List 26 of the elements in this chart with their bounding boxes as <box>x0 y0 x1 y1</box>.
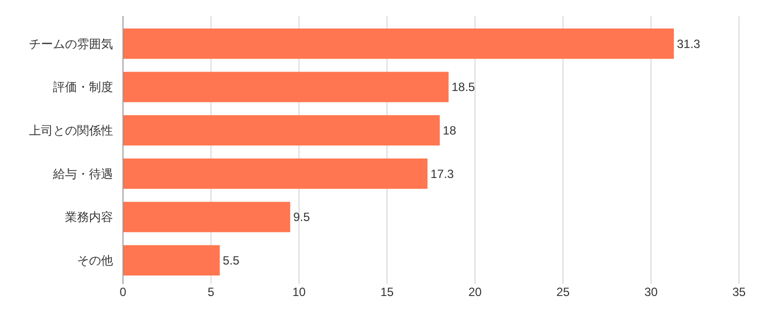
bar <box>123 202 290 232</box>
data-label: 17.3 <box>430 166 454 181</box>
y-tick-label: 上司との関係性 <box>29 124 113 138</box>
y-tick-label: 評価・制度 <box>53 80 113 94</box>
x-tick-label: 15 <box>380 285 394 299</box>
x-tick-label: 20 <box>468 285 482 299</box>
x-tick-label: 35 <box>732 285 746 299</box>
data-label: 18.5 <box>452 80 476 94</box>
x-tick-label: 25 <box>556 285 570 299</box>
bar <box>123 158 428 189</box>
y-tick-label: その他 <box>77 254 113 268</box>
bar <box>123 28 674 59</box>
data-label: 18 <box>442 124 456 138</box>
y-tick-label: チームの雰囲気 <box>29 36 113 51</box>
data-label: 5.5 <box>222 254 240 268</box>
bar <box>123 115 440 146</box>
data-label: 9.5 <box>293 210 310 224</box>
y-tick-label: 業務内容 <box>65 210 113 224</box>
data-label: 31.3 <box>676 36 701 51</box>
x-tick-label: 0 <box>120 285 127 299</box>
y-tick-label: 給与・待遇 <box>52 166 113 181</box>
bar <box>123 245 220 276</box>
x-tick-label: 10 <box>292 285 306 299</box>
bar <box>123 72 449 102</box>
x-tick-label: 5 <box>208 285 215 299</box>
x-tick-label: 30 <box>644 285 658 299</box>
